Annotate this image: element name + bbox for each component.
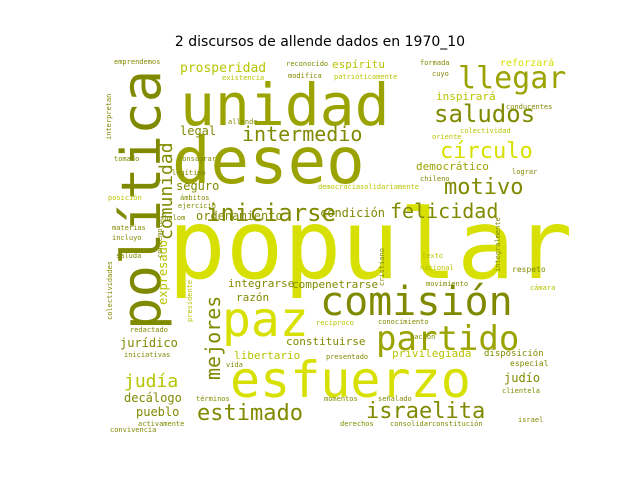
word-comunidad: comunidad [156,142,177,240]
word-vida: vida [226,361,243,369]
word-prosperidad: prosperidad [180,61,266,76]
word-clientela: clientela [502,387,540,395]
word-contempla: contempla [156,220,164,258]
word-mejores: mejores [201,296,225,380]
word-lograr: lograr [512,168,537,176]
word-compenetrarse: compenetrarse [292,278,378,291]
word-ordenamiento: ordenamiento [196,209,283,223]
word-saludos: saludos [434,100,535,128]
word-nacion: nación [410,333,435,341]
word-oriente: oriente [432,133,462,141]
word-juridico: jurídico [120,336,178,350]
word-presidente: presidente [186,280,194,322]
word-politica: política [110,70,173,330]
word-especial: especial [510,359,549,368]
word-respeto: respeto [512,265,546,274]
word-reconocido: reconocido [286,60,328,68]
word-israelita: israelita [366,399,485,424]
word-privilegiada: privilegiada [392,347,471,360]
word-constitucion: constitución [432,420,483,428]
word-libertario: libertario [234,349,300,362]
word-judio: judío [504,371,540,385]
word-texto: texto [422,252,443,260]
word-chileno: chileno [420,175,450,183]
word-unidad: unidad [180,71,390,139]
word-seguro: seguro [176,179,219,193]
word-ejercicio: ejercicio [178,202,216,210]
word-felicidad: felicidad [390,199,498,223]
word-posicion: posición [108,194,142,202]
word-saluda: saluda [116,252,141,260]
word-judia: judía [124,371,178,392]
word-redactado: redactado [130,326,168,334]
word-camara: cámara [530,284,555,292]
word-shalom: shalom [160,214,185,222]
word-cristiano: cristiano [378,248,386,286]
word-momentos: momentos [324,395,358,403]
word-derechos: derechos [340,420,374,428]
word-expresado: expresado [156,240,170,305]
word-incluyo: incluyo [112,234,142,242]
word-modifica: modifica [288,72,322,80]
word-materias: materias [112,224,146,232]
word-allende: allende [228,118,258,126]
word-decalogo: decálogo [124,391,182,405]
word-democracia: democracia [318,183,360,191]
word-formada: formada [420,59,450,67]
word-interpretan: interpretan [105,94,113,140]
word-popular: popular [168,189,573,301]
word-motivo: motivo [444,175,523,200]
word-legitimo: legítimo [172,169,206,177]
word-conocimiento: conocimiento [378,318,429,326]
word-movimiento: movimiento [426,280,468,288]
word-existencia: existencia [222,74,264,82]
word-constituirse: constituirse [286,335,365,348]
word-razon: razón [236,291,269,304]
word-emprendemos: emprendemos [114,58,160,66]
word-cuyo: cuyo [432,70,449,78]
word-partido: partido [376,319,519,359]
word-tomado: tomado [114,155,139,163]
word-consagrar: consagrar [178,155,216,163]
word-pueblo: pueblo [136,405,179,419]
word-conducentes: conducentes [506,103,552,111]
word-presentado: presentado [326,353,368,361]
word-llegar: llegar [458,61,566,96]
word-consolidar: consolidar [390,420,432,428]
word-reforzara: reforzará [500,57,554,69]
word-deseo: deseo [172,125,365,199]
word-terminos: términos [196,395,230,403]
word-senalado: señalado [378,395,412,403]
word-condicion: condición [320,206,385,220]
word-iniciativas: iniciativas [124,351,170,359]
cloud-title: 2 discursos de allende dados en 1970_10 [174,34,466,50]
word-esfuerzo: esfuerzo [230,351,471,409]
word-estimado: estimado [197,401,303,426]
word-integrarse: integrarse [228,277,294,290]
word-israel: israel [518,416,543,424]
word-colectividades: colectividades [106,261,114,320]
word-colectividad: colectividad [460,127,511,135]
word-circulo: círculo [440,139,533,164]
word-inspirara: inspirará [436,90,496,103]
word-patrioticamente: patrióticamente [334,73,397,81]
word-convivencia: convivencia [110,426,156,434]
word-espiritu: espíritu [332,58,385,71]
word-comision: comisión [320,279,513,325]
word-disposicion: disposición [484,348,544,359]
word-paz: paz [222,292,309,348]
word-solidariamente: solidariamente [360,183,419,191]
word-legal: legal [180,124,216,138]
word-activamente: activamente [138,420,184,428]
word-nacional: nacional [420,264,454,272]
word-integralmente: integralmente [494,217,502,272]
word-intermedio: intermedio [242,122,362,146]
word-reciproco: recíproco [316,319,354,327]
word-democratico: democrático [416,160,489,173]
word-iniciarse: iniciarse [206,199,336,227]
word-ambitos: ámbitos [180,194,210,202]
